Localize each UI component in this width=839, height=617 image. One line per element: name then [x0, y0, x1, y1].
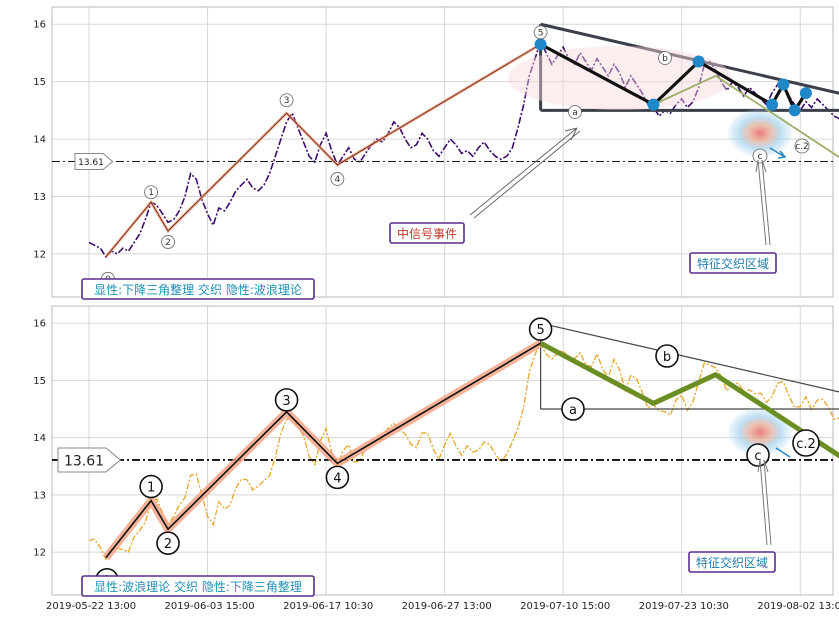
bottom-feature-box — [688, 551, 776, 573]
bottom-ytick-label: 15 — [33, 376, 46, 387]
bottom-triangle-label-circle — [746, 443, 770, 467]
top-legend-text: 显性:下降三角整理 交织 隐性:波浪理论 — [94, 282, 302, 297]
top-wave-label-circle — [279, 93, 294, 108]
bottom-wave-label: 4 — [333, 471, 341, 486]
bottom-ref-label-text: 13.61 — [64, 453, 104, 469]
bottom-wave-label: 2 — [164, 537, 172, 552]
top-wave-label: 1 — [148, 188, 154, 198]
top-ref-label-arrow — [74, 152, 114, 170]
top-ytick-label: 14 — [33, 135, 46, 146]
x-tick-label: 2019-07-23 10:30 — [639, 601, 729, 612]
x-tick-label: 2019-07-10 15:00 — [520, 601, 610, 612]
top-triangle-label-circle — [568, 105, 582, 119]
top-wave-label: 4 — [335, 175, 341, 185]
bottom-ytick-label: 14 — [33, 433, 46, 444]
top-extra-label-circle — [752, 148, 768, 164]
bottom-wave-label-circle — [325, 465, 350, 490]
top-blue-dot — [777, 78, 790, 91]
bottom-legend-box — [81, 575, 315, 597]
top-wave-label: 5 — [538, 28, 544, 38]
top-feature-arrow — [755, 159, 771, 246]
bottom-wave-label: 5 — [536, 323, 544, 338]
bottom-triangle-zigzag — [539, 340, 839, 459]
top-blue-dot — [647, 98, 660, 111]
top-abc-line — [653, 74, 839, 159]
bottom-triangle-label: a — [569, 403, 577, 418]
top-extra-label-circle — [794, 138, 810, 154]
bottom-triangle-label-circle — [792, 429, 820, 457]
top-feature-text: 特征交织区域 — [697, 256, 769, 271]
top-wave-label-circle — [161, 235, 175, 249]
bottom-triangle-label-circle — [561, 397, 585, 421]
bottom-feature-text: 特征交织区域 — [696, 555, 768, 570]
bottom-triangle-label: b — [663, 350, 671, 365]
bottom-wave-label-circle — [528, 317, 553, 341]
top-ytick-label: 12 — [33, 249, 46, 260]
top-blue-dot — [799, 87, 812, 100]
top-wave-label: 2 — [165, 238, 171, 248]
x-tick-label: 2019-08-02 13:00 — [757, 601, 839, 612]
top-ref-label-text: 13.61 — [78, 158, 104, 168]
top-triangle-top — [540, 22, 839, 95]
bottom-feature-arrow — [757, 459, 772, 546]
bottom-legend-text: 显性:波浪理论 交织 隐性:下降三角整理 — [94, 579, 302, 594]
top-end-arrow — [769, 147, 787, 159]
bottom-triangle-label: c — [754, 449, 761, 464]
bottom-ytick-label: 13 — [33, 490, 46, 501]
x-tick-label: 2019-06-03 15:00 — [165, 601, 255, 612]
top-blue-dot — [534, 38, 547, 51]
top-wave-label-circle — [330, 172, 345, 186]
top-triangle-label: a — [572, 108, 578, 118]
top-ytick-label: 13 — [33, 192, 46, 203]
top-blue-dot — [788, 104, 801, 117]
bottom-wave-label: 1 — [147, 481, 155, 496]
top-event-box — [389, 222, 465, 244]
top-event-text: 中信号事件 — [397, 226, 457, 241]
top-panel: 121314151613.61012345abcc.2中信号事件特征交织区域显性… — [33, 6, 839, 300]
bottom-price-line — [88, 342, 839, 561]
top-triangle-label-circle — [658, 51, 672, 65]
top-blue-dot — [766, 98, 779, 111]
bottom-end-arrow — [775, 447, 791, 458]
bottom-wave-label-circle — [156, 531, 180, 555]
top-extra-label: c.2 — [795, 142, 809, 152]
top-feature-zone — [728, 109, 792, 157]
bottom-ytick-label: 16 — [33, 319, 46, 330]
top-blue-dot — [692, 55, 705, 68]
x-tick-label: 2019-05-22 13:00 — [46, 601, 136, 612]
bottom-ytick-label: 12 — [33, 548, 46, 559]
top-wave-label-circle — [533, 25, 548, 40]
bottom-feature-zone — [728, 408, 792, 456]
top-wave-label-circle — [144, 185, 158, 200]
top-feature-box — [689, 252, 777, 274]
bottom-wave-label-circle — [274, 388, 299, 412]
bottom-triangle-top — [540, 322, 839, 393]
top-ytick-label: 15 — [33, 77, 46, 88]
top-ytick-label: 16 — [33, 20, 46, 31]
bottom-wave-label-circle — [139, 474, 163, 499]
x-tick-label: 2019-06-27 13:00 — [402, 601, 492, 612]
top-extra-label: c — [758, 152, 763, 162]
top-triangle-label: b — [662, 54, 668, 64]
bottom-ref-label-arrow — [57, 447, 122, 473]
top-event-arrow — [469, 127, 581, 219]
bottom-triangle-label: c.2 — [796, 437, 816, 452]
bottom-wave-line — [105, 342, 542, 559]
top-wave-label: 3 — [284, 96, 290, 106]
x-tick-label: 2019-06-17 10:30 — [283, 601, 373, 612]
top-legend-box — [81, 278, 315, 300]
bottom-triangle-label-circle — [655, 344, 679, 368]
top-wave-line — [105, 43, 541, 258]
bottom-panel: 121314151613.61012345abcc.2特征交织区域显性:波浪理论… — [33, 305, 839, 597]
bottom-wave-label: 3 — [282, 394, 290, 409]
